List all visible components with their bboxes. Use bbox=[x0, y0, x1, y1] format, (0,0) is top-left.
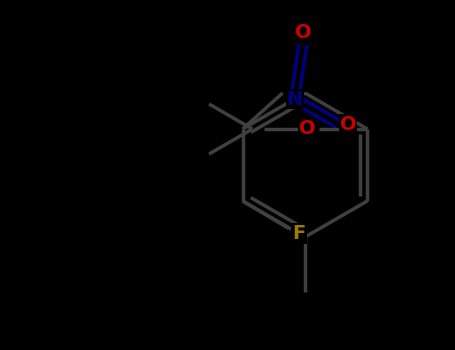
Text: N: N bbox=[287, 90, 303, 108]
Text: O: O bbox=[299, 119, 316, 139]
Text: O: O bbox=[339, 114, 356, 133]
Text: F: F bbox=[292, 224, 306, 243]
Text: O: O bbox=[294, 23, 311, 42]
